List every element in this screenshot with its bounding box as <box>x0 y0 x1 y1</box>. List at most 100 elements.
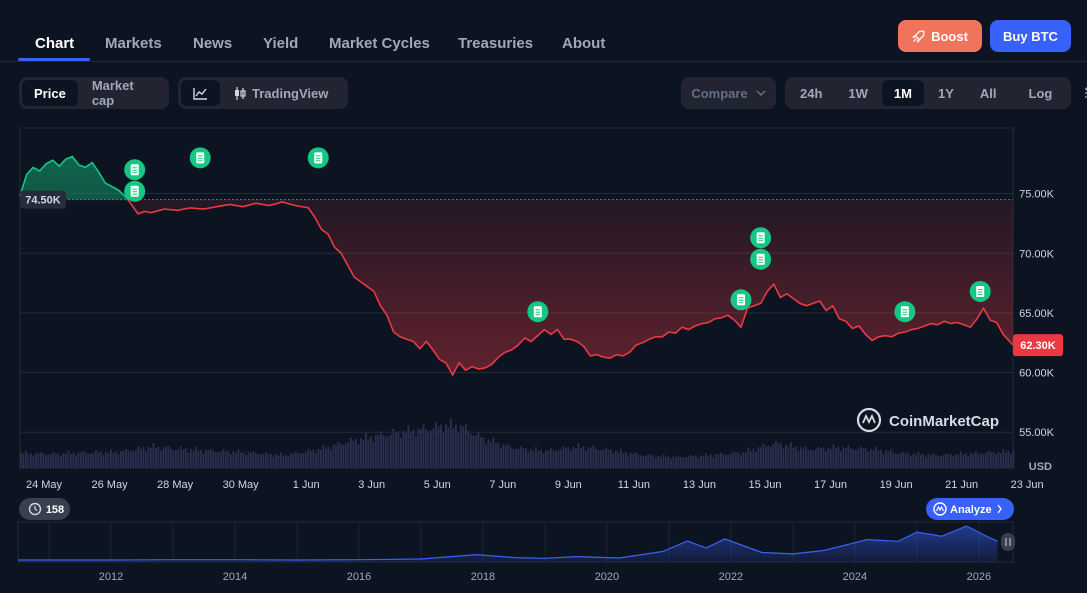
volume-bar <box>617 452 620 468</box>
log-scale-toggle[interactable]: Log <box>1028 85 1053 101</box>
news-event-icon[interactable] <box>750 248 772 270</box>
volume-bar <box>855 450 857 468</box>
volume-bar <box>252 451 255 468</box>
volume-bar <box>867 451 870 468</box>
volume-bars <box>20 418 1015 468</box>
price-chart[interactable]: 55.00K 60.00K 65.00K 70.00K 75.00K 24 May 26 … <box>0 120 1087 593</box>
volume-bar <box>300 453 302 468</box>
volume-bar <box>377 434 380 468</box>
volume-bar <box>40 452 42 468</box>
volume-bar <box>95 450 97 468</box>
volume-bar <box>245 454 247 468</box>
volume-bar <box>685 457 687 468</box>
volume-bar <box>45 455 47 468</box>
events-count-badge[interactable]: 158 <box>19 498 70 520</box>
range-1w[interactable]: 1W <box>848 85 868 101</box>
volume-bar <box>80 452 82 468</box>
tab-market-cycles[interactable]: Market Cycles <box>329 35 430 52</box>
volume-bar <box>292 453 295 468</box>
news-event-icon[interactable] <box>124 180 146 202</box>
area-above-baseline <box>20 156 128 200</box>
volume-bar <box>350 437 352 468</box>
volume-bar <box>555 450 557 468</box>
volume-bar <box>485 443 487 468</box>
volume-bar <box>750 450 752 468</box>
volume-bar <box>347 442 350 468</box>
buy-btc-button[interactable]: Buy BTC <box>990 20 1071 52</box>
volume-bar <box>410 432 412 468</box>
range-all[interactable]: All <box>979 85 997 101</box>
range-1y[interactable]: 1Y <box>937 85 954 101</box>
volume-bar <box>885 450 887 468</box>
news-event-icon[interactable] <box>307 147 329 169</box>
news-event-icon[interactable] <box>189 147 211 169</box>
volume-bar <box>587 447 590 468</box>
volume-bar <box>947 454 950 468</box>
volume-bar <box>845 448 847 468</box>
chart-settings-button[interactable] <box>1072 80 1087 106</box>
navigator-handle[interactable] <box>1001 533 1015 551</box>
volume-bar <box>787 446 790 468</box>
tab-markets[interactable]: Markets <box>105 35 162 52</box>
volume-bar <box>67 450 70 468</box>
volume-bar <box>660 456 662 468</box>
volume-bar <box>50 454 52 468</box>
volume-bar <box>120 451 122 468</box>
volume-bar <box>362 439 365 468</box>
volume-bar <box>635 452 637 468</box>
tab-chart[interactable]: Chart <box>35 35 75 52</box>
volume-bar <box>930 455 932 468</box>
price-option[interactable]: Price <box>22 80 78 106</box>
range-1m[interactable]: 1M <box>881 80 924 106</box>
x-tick-label: 30 May <box>223 479 260 491</box>
volume-bar <box>187 452 190 468</box>
analyze-button[interactable]: Analyze <box>926 498 1014 520</box>
news-event-icon[interactable] <box>730 289 752 311</box>
volume-bar <box>142 447 145 468</box>
currency-label: USD <box>1029 461 1052 473</box>
compare-dropdown[interactable]: Compare <box>681 77 776 109</box>
tab-about[interactable]: About <box>562 35 606 52</box>
market-cap-option[interactable]: Market cap <box>80 78 166 108</box>
tab-treasuries[interactable]: Treasuries <box>458 35 534 52</box>
news-event-icon[interactable] <box>527 301 549 323</box>
boost-label: Boost <box>931 28 968 44</box>
volume-bar <box>122 450 125 468</box>
news-event-icon[interactable] <box>969 280 991 302</box>
volume-bar <box>285 454 287 468</box>
volume-bar <box>75 455 77 468</box>
news-event-icon[interactable] <box>124 159 146 181</box>
volume-bar <box>295 451 297 468</box>
volume-bar <box>540 449 542 468</box>
volume-bar <box>840 451 842 468</box>
current-price-label: 62.30K <box>1020 340 1056 352</box>
news-event-icon[interactable] <box>750 227 772 249</box>
navigator-line <box>18 525 998 561</box>
tab-yield[interactable]: Yield <box>263 35 299 52</box>
volume-bar <box>100 451 102 468</box>
tradingview-option[interactable]: TradingView <box>222 80 340 106</box>
x-tick-label: 21 Jun <box>945 479 978 491</box>
volume-bar <box>332 444 335 468</box>
tab-news[interactable]: News <box>193 35 233 52</box>
line-chart-option[interactable] <box>181 80 220 106</box>
volume-bar <box>412 429 415 468</box>
timeline-navigator[interactable] <box>17 521 1015 563</box>
volume-bar <box>227 450 230 468</box>
volume-bar <box>442 432 445 468</box>
volume-bar <box>877 450 880 468</box>
volume-bar <box>155 448 157 468</box>
volume-bar <box>430 430 432 468</box>
volume-bar <box>27 454 30 468</box>
volume-bar <box>320 449 322 468</box>
volume-bar <box>952 456 955 468</box>
volume-bar <box>565 447 567 468</box>
volume-bar <box>977 453 980 468</box>
volume-bar <box>847 445 850 468</box>
volume-bar <box>992 451 995 468</box>
boost-button[interactable]: Boost <box>898 20 982 52</box>
volume-bar <box>962 454 965 468</box>
range-24h[interactable]: 24h <box>800 85 823 101</box>
news-event-icon[interactable] <box>894 301 916 323</box>
volume-bar <box>672 456 675 468</box>
